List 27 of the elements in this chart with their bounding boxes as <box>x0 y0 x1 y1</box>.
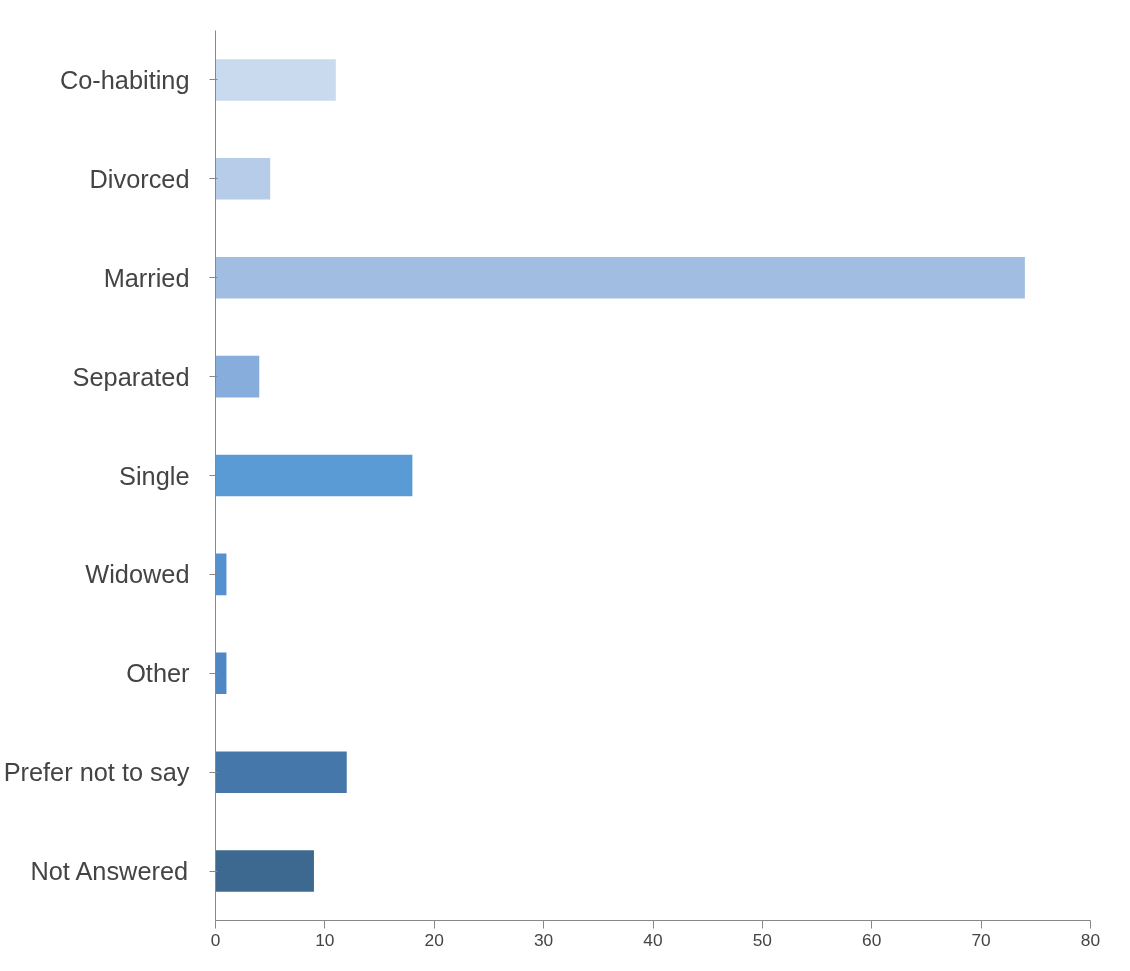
y-tick-label: Prefer not to say <box>3 758 190 787</box>
x-tick-label: 20 <box>424 929 444 950</box>
bar <box>215 751 347 793</box>
x-tick-label: 80 <box>1080 929 1101 950</box>
bar <box>215 553 227 596</box>
x-tick-label: 60 <box>862 929 882 950</box>
y-tick-label: Divorced <box>89 164 190 193</box>
x-tick-label: 70 <box>971 929 991 950</box>
bar <box>215 850 314 892</box>
y-tick-label: Widowed <box>85 560 190 589</box>
y-tick-label: Single <box>119 461 190 490</box>
bar <box>215 652 227 695</box>
y-tick-label: Other <box>126 659 191 688</box>
y-tick-label: Separated <box>72 362 190 391</box>
y-tick-label: Co-habiting <box>59 65 190 94</box>
x-tick-label: 40 <box>643 929 663 950</box>
bar <box>215 256 1025 299</box>
x-tick-label: 10 <box>315 929 335 950</box>
bar <box>215 355 260 398</box>
bar <box>215 454 413 497</box>
y-tick-label: Not Answered <box>30 857 189 886</box>
x-tick-label: 30 <box>533 929 554 950</box>
bar <box>215 59 336 101</box>
bar <box>215 158 271 200</box>
x-tick-label: 50 <box>752 929 773 950</box>
y-tick-label: Married <box>103 263 190 292</box>
x-tick-label: 0 <box>210 929 221 950</box>
